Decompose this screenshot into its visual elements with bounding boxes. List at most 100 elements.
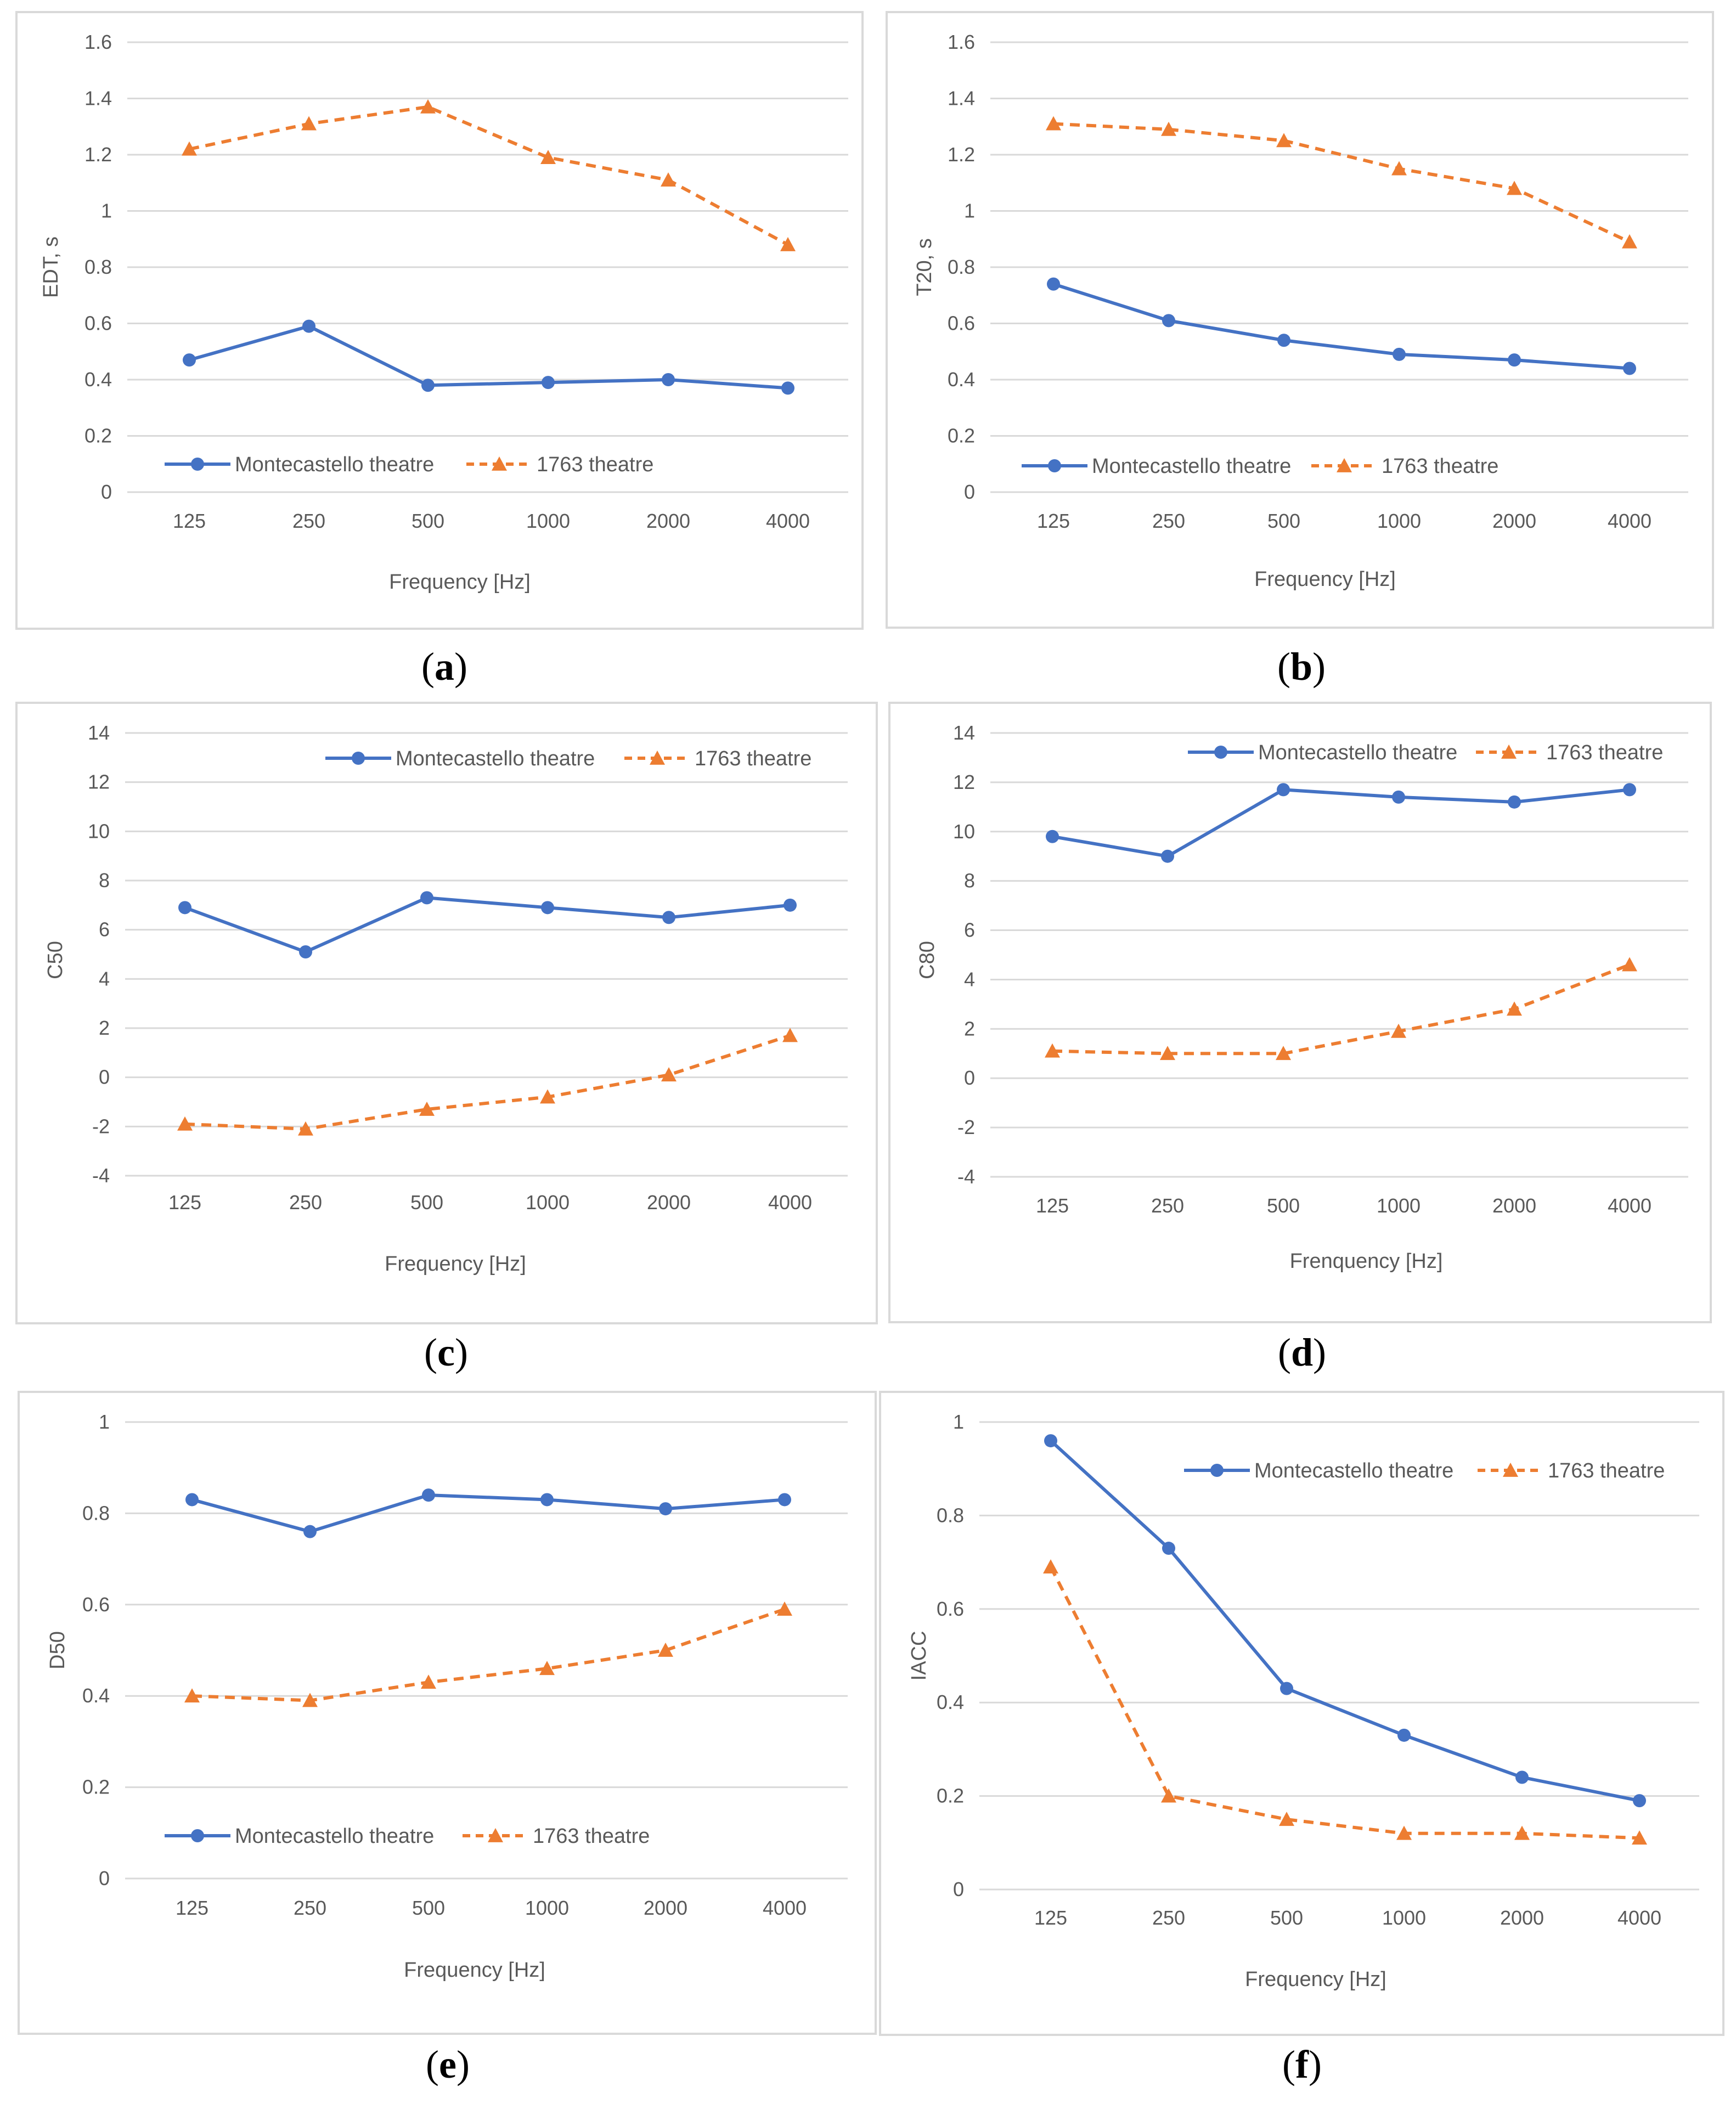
data-point-montecastello <box>183 353 196 367</box>
data-point-montecastello <box>1508 795 1521 809</box>
series-line-1763 <box>184 1034 791 1131</box>
legend-label: Montecastello theatre <box>1092 455 1291 478</box>
data-point-1763 <box>777 1601 792 1616</box>
y-axis-title: C50 <box>44 941 67 979</box>
legend-marker <box>191 1829 204 1842</box>
y-tick-label: 0 <box>99 1867 110 1889</box>
panel-label: (a) <box>421 645 467 689</box>
chart-panel-a: 0 0.2 0.4 0.6 0.8 1 1.2 1.4 1.6 125 250 500 1000 2000… <box>15 11 864 689</box>
chart-panel-b: 0 0.2 0.4 0.6 0.8 1 1.2 1.4 1.6 125 250 500 1000 2000… <box>886 11 1714 689</box>
data-point-1763 <box>1279 1812 1294 1826</box>
data-point-montecastello <box>1623 783 1636 797</box>
data-point-1763 <box>540 1089 555 1104</box>
y-tick-label: -4 <box>92 1164 110 1187</box>
data-point-montecastello <box>299 945 312 959</box>
x-axis-title: Frenquency [Hz] <box>1290 1250 1443 1273</box>
y-tick-label: 4 <box>964 968 975 990</box>
legend-label: 1763 theatre <box>695 747 811 770</box>
x-tick-label: 250 <box>1152 510 1185 532</box>
data-point-1763 <box>661 1067 677 1082</box>
data-point-1763 <box>182 141 197 156</box>
x-tick-label: 125 <box>176 1897 208 1919</box>
x-axis-title: Frequency [Hz] <box>1254 568 1396 591</box>
y-tick-label: 10 <box>88 820 110 842</box>
legend-marker <box>1337 458 1352 472</box>
series-line-1763 <box>1049 1566 1640 1840</box>
data-point-1763 <box>782 1028 798 1042</box>
legend-marker <box>488 1828 503 1842</box>
y-tick-label: -2 <box>957 1116 975 1138</box>
data-point-1763 <box>540 150 556 165</box>
panel-label: (e) <box>426 2043 470 2086</box>
data-point-montecastello <box>1277 783 1290 797</box>
legend-marker <box>492 456 507 471</box>
x-tick-label: 4000 <box>763 1897 807 1919</box>
chart-frame <box>15 11 864 630</box>
series-line-montecastello <box>1049 1439 1640 1803</box>
legend-marker <box>352 752 365 765</box>
y-tick-label: 0 <box>964 1067 975 1089</box>
chart-panel-f: 0 0.2 0.4 0.6 0.8 1 125 250 500 1000 2000 4000 IACC F… <box>879 1391 1724 2086</box>
y-tick-label: 6 <box>99 918 110 941</box>
x-tick-label: 4000 <box>768 1191 812 1214</box>
y-tick-label: 1 <box>964 200 975 222</box>
series-line-1763 <box>189 105 789 246</box>
data-point-1763 <box>1276 133 1292 148</box>
data-point-1763 <box>1507 180 1522 195</box>
data-point-1763 <box>780 237 796 251</box>
series-line-1763 <box>1052 963 1631 1056</box>
data-point-1763 <box>184 1688 200 1703</box>
data-point-1763 <box>1514 1825 1530 1840</box>
y-tick-label: 8 <box>99 869 110 892</box>
y-tick-label: 0 <box>953 1878 964 1900</box>
legend-marker <box>1214 746 1227 759</box>
series-line-montecastello <box>191 1493 785 1533</box>
data-point-1763 <box>1622 234 1637 249</box>
data-point-1763 <box>298 1121 313 1136</box>
x-tick-label: 500 <box>412 510 444 532</box>
y-axis-title: IACC <box>908 1631 931 1681</box>
x-tick-label: 125 <box>168 1191 201 1214</box>
series-line-montecastello <box>184 896 791 954</box>
y-tick-label: 8 <box>964 870 975 892</box>
data-point-montecastello <box>1508 353 1521 367</box>
y-tick-label: 0 <box>964 481 975 503</box>
legend-label: 1763 theatre <box>537 453 653 476</box>
y-tick-label: 0.4 <box>82 1684 110 1707</box>
y-tick-label: 0.4 <box>948 368 975 391</box>
x-tick-label: 4000 <box>1608 510 1652 532</box>
y-tick-label: 1.6 <box>948 31 975 53</box>
y-axis-title: C80 <box>916 941 939 979</box>
y-tick-label: 10 <box>953 820 975 843</box>
panel-label: (c) <box>424 1330 468 1374</box>
legend-label: 1763 theatre <box>1548 1459 1665 1482</box>
chart-frame <box>18 1391 877 2035</box>
y-tick-label: 1.2 <box>84 143 112 166</box>
data-point-montecastello <box>662 373 675 386</box>
y-axis-title: T20, s <box>913 238 936 296</box>
data-point-montecastello <box>302 319 315 333</box>
x-axis-title: Frequency [Hz] <box>389 571 531 594</box>
data-point-montecastello <box>420 891 433 905</box>
data-point-montecastello <box>303 1525 317 1538</box>
series-line-1763 <box>191 1607 785 1702</box>
legend-label: Montecastello theatre <box>235 1825 434 1848</box>
legend-marker <box>1503 1463 1518 1477</box>
legend-marker <box>1048 459 1061 472</box>
data-point-montecastello <box>659 1502 672 1516</box>
x-axis-title: Frequency [Hz] <box>385 1253 526 1276</box>
legend-marker <box>1210 1464 1224 1477</box>
y-axis-title: EDT, s <box>40 236 63 298</box>
chart-panel-c: -4 -2 0 2 4 6 8 10 12 14 125 250 500 1000 2000 4000 C50 F… <box>15 702 878 1374</box>
data-point-1763 <box>419 1101 435 1116</box>
series-line-montecastello <box>189 324 788 390</box>
x-tick-label: 4000 <box>766 510 810 532</box>
chart-frame <box>879 1391 1724 2036</box>
y-tick-label: 0.4 <box>84 368 112 391</box>
legend-marker <box>1501 744 1517 759</box>
x-tick-label: 250 <box>294 1897 326 1919</box>
legend-label: Montecastello theatre <box>396 747 595 770</box>
data-point-montecastello <box>178 901 191 915</box>
data-point-1763 <box>1396 1825 1412 1840</box>
